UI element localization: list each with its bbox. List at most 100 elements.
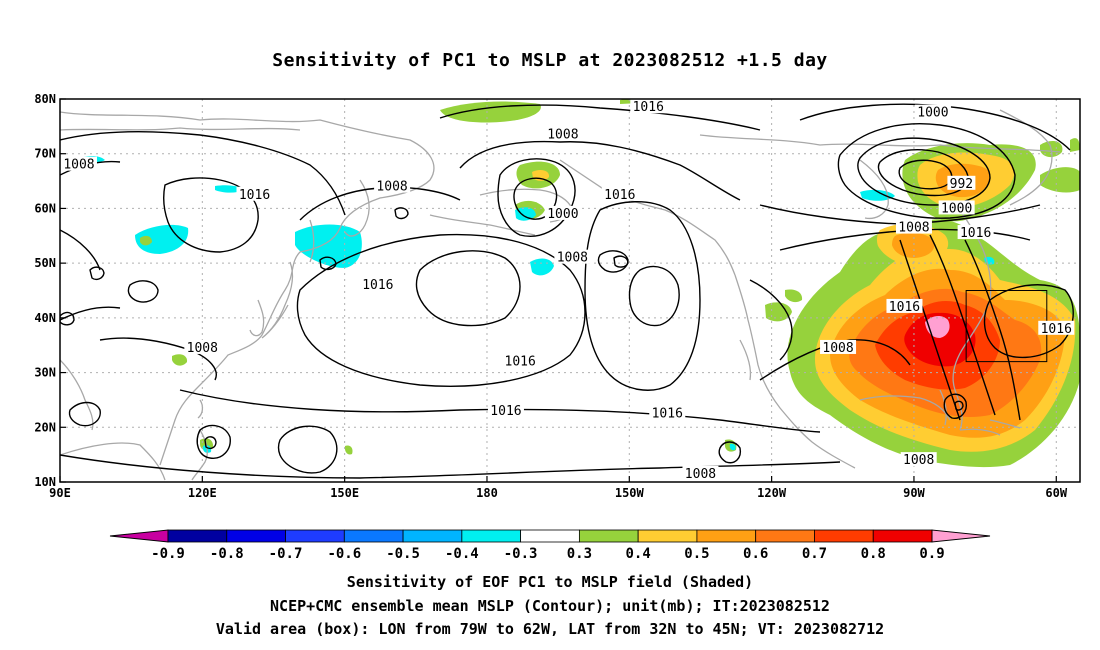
colorbar-swatch: [872, 529, 933, 543]
isobar-1008-north: [459, 140, 741, 201]
contour-label: 1008: [547, 128, 578, 143]
contour-label-bg: [957, 225, 994, 240]
coast-gulf-mexico: [859, 395, 951, 421]
contour-label: 1000: [917, 106, 948, 121]
contour-label-bg: [682, 465, 719, 480]
contour-label-bg: [820, 339, 857, 354]
shade-green-arctic-canada: [1070, 138, 1080, 152]
shade-cyan-bering-south: [515, 207, 536, 221]
shade-green-rockies-2: [785, 289, 803, 303]
caption-valid-area: Valid area (box): LON from 79W to 62W, L…: [215, 620, 885, 638]
colorbar-label: 0.9: [919, 546, 944, 562]
contour-label-bg: [886, 298, 923, 313]
contour-label-bg: [487, 402, 524, 417]
caption-contour: NCEP+CMC ensemble mean MSLP (Contour); u…: [270, 597, 830, 615]
colorbar-swatch: [167, 529, 228, 543]
colorbar-label: -0.7: [269, 546, 303, 562]
coast-kamchatka: [344, 179, 370, 237]
contour-label-bg: [947, 175, 976, 190]
contour-label-bg: [938, 200, 975, 215]
contour-label-bg: [649, 405, 686, 420]
coast-na-west: [734, 274, 856, 469]
isobar-small-ring-5: [60, 311, 75, 326]
isobar-trough-3: [964, 239, 1021, 421]
isobar-small-ring-1: [127, 280, 159, 303]
colorbar-low-arrow: [109, 529, 169, 543]
colorbar-swatch: [696, 529, 757, 543]
shade-cyan-canada: [860, 189, 895, 201]
contour-label: 1016: [604, 188, 635, 203]
colorbar-label: 0.8: [861, 546, 886, 562]
contour-label: 1016: [490, 404, 521, 419]
isobar-1016-east-high: [584, 201, 701, 391]
coast-philippines: [191, 429, 208, 481]
contour-label-bg: [601, 186, 638, 201]
coast-aleutians: [429, 214, 536, 236]
contour-label: 1016: [505, 355, 536, 370]
isobar-1016-siberia: [163, 177, 259, 253]
lat-tick-label: 80N: [34, 92, 56, 106]
isobar-1016-pacific-high: [296, 233, 586, 387]
shade-green-arctic-north: [440, 101, 541, 123]
isobar-1000-east: [799, 103, 1071, 151]
caption-shaded: Sensitivity of EOF PC1 to MSLP field (Sh…: [346, 573, 754, 591]
contour-label-bg: [914, 104, 951, 119]
chart-title: Sensitivity of PC1 to MSLP at 2023082512…: [272, 50, 828, 71]
map-axes: 90E 120E 150E 180 150W 120W 90W 60W 80N 70N 60N 50N…: [34, 92, 1068, 500]
isobar-1016-ring-west: [60, 131, 346, 216]
shade-green-pacific-small: [344, 445, 353, 455]
lon-tick-label: 180: [476, 486, 498, 500]
contour-label-bg: [900, 452, 937, 467]
contour-label: 1000: [547, 207, 578, 222]
lon-tick-label: 60W: [1045, 486, 1067, 500]
isobar-trough-2: [929, 234, 996, 416]
shade-cyan-okhotsk: [295, 224, 362, 268]
contour-label: 1016: [1041, 322, 1072, 337]
coast-japan: [261, 261, 294, 339]
coast-korea: [249, 299, 265, 337]
isobar-cut-low-inner: [954, 400, 964, 411]
isobar-1016-inner: [415, 250, 521, 327]
coast-hudson: [859, 159, 889, 220]
contour-label-bg: [1038, 320, 1075, 335]
contour-label-bg: [895, 219, 932, 234]
contour-labels: 1016 1008 1000 1008 1016 1008 1016 1000 992 1000 1…: [60, 99, 1075, 482]
coast-baja: [739, 339, 752, 381]
colorbar-label: 0.4: [626, 546, 651, 562]
colorbar-label: -0.6: [327, 546, 361, 562]
colorbar-swatch: [578, 529, 639, 543]
lon-tick-label: 120W: [757, 486, 787, 500]
contour-label: 1008: [822, 341, 853, 356]
contour-label: 992: [950, 177, 973, 192]
colorbar-swatch: [402, 529, 463, 543]
contour-label: 1016: [239, 188, 270, 203]
contour-label: 1016: [652, 407, 683, 422]
colorbar-label: -0.8: [210, 546, 244, 562]
contour-label-bg: [184, 339, 221, 354]
isobar-small-ring-4: [319, 256, 337, 271]
isobar-1008-sw: [60, 229, 101, 271]
colorbar-swatch: [755, 529, 815, 543]
colorbar-swatch: [814, 529, 874, 543]
lat-tick-label: 60N: [34, 201, 56, 215]
colorbar-label: -0.9: [151, 546, 185, 562]
coast-india-se: [60, 359, 94, 431]
lat-tick-label: 10N: [34, 475, 56, 489]
contour-label-bg: [544, 205, 581, 220]
contour-label-bg: [544, 126, 581, 141]
shade-darkred-atlantic: [904, 312, 976, 367]
lat-tick-label: 20N: [34, 420, 56, 434]
shade-cyan-mexico: [729, 443, 736, 451]
shade-green-rockies: [765, 302, 792, 322]
isobar-canada-low-2: [857, 137, 991, 206]
contour-label: 1008: [187, 341, 218, 356]
isobar-small-ring-6: [613, 255, 629, 268]
contour-label-bg: [502, 353, 539, 368]
isobar-canada-low-3: [877, 149, 969, 197]
colorbar-swatch: [520, 529, 580, 543]
colorbar-swatch: [226, 529, 286, 543]
shade-green-china: [172, 354, 188, 366]
contour-label-bg: [60, 156, 97, 171]
lat-tick-label: 70N: [34, 147, 56, 161]
contour-label-bg: [554, 249, 591, 264]
